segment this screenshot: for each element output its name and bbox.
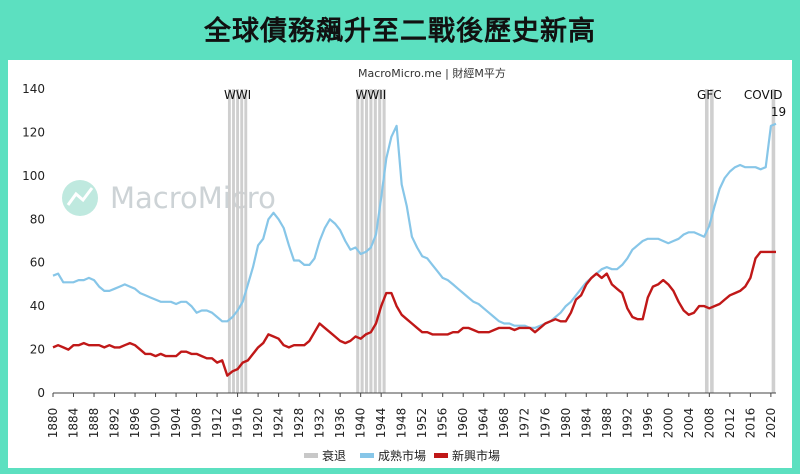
x-tick-label: 1900 (149, 408, 163, 439)
band-label-wwii: WWII (356, 88, 387, 102)
x-tick-label: 1884 (67, 408, 81, 439)
legend: 衰退 成熟市場 新興市場 (304, 448, 500, 463)
x-tick-label: 1944 (374, 408, 388, 439)
y-tick-label: 20 (30, 343, 45, 357)
recession-stripe (710, 89, 714, 393)
y-axis: 0 20 40 60 80 100 120 140 (22, 82, 776, 400)
x-tick-label: 1912 (210, 408, 224, 439)
x-axis: 1880 1884 1888 1892 1896 1900 1904 1908 1912 1916… (46, 393, 778, 438)
x-tick-label: 1980 (559, 408, 573, 439)
chart-title: 全球債務飆升至二戰後歷史新高 (204, 15, 596, 47)
x-tick-label: 1988 (600, 408, 614, 439)
series-line-emerging (52, 250, 776, 377)
watermark: MacroMicro (62, 180, 276, 216)
x-tick-label: 1916 (231, 408, 245, 439)
recession-stripe (382, 89, 386, 393)
x-tick-label: 1888 (87, 408, 101, 439)
x-tick-label: 1936 (333, 408, 347, 439)
recession-stripe (364, 89, 369, 393)
x-tick-label: 1976 (538, 408, 552, 439)
legend-swatch-emerging (434, 453, 448, 458)
recession-stripe (356, 89, 360, 393)
x-tick-label: 1904 (169, 408, 183, 439)
x-tick-label: 2020 (764, 408, 778, 439)
recession-stripe (373, 89, 377, 393)
recession-stripe (369, 89, 373, 393)
x-tick-label: 1908 (190, 408, 204, 439)
x-tick-label: 1932 (313, 408, 327, 439)
recession-stripe (704, 89, 709, 393)
y-tick-label: 0 (37, 386, 45, 400)
series-lines (52, 122, 777, 377)
recession-band-2 (704, 89, 714, 393)
recession-stripe (227, 89, 231, 393)
y-tick-label: 60 (30, 256, 45, 270)
x-tick-label: 2012 (723, 408, 737, 439)
recession-stripe (244, 89, 248, 393)
recession-stripe (240, 89, 244, 393)
x-tick-label: 2004 (682, 408, 696, 439)
recession-stripe (232, 89, 235, 393)
watermark-logo-mark (66, 187, 94, 206)
source-caption: MacroMicro.me | 財經M平方 (358, 66, 506, 80)
band-label-wwi: WWI (224, 88, 251, 102)
legend-swatch-developed (360, 453, 374, 458)
recession-stripe (236, 89, 240, 393)
legend-label-recession: 衰退 (322, 448, 346, 463)
x-tick-label: 1880 (46, 408, 60, 439)
y-tick-label: 40 (30, 299, 45, 313)
recession-bands (227, 89, 776, 393)
x-tick-label: 1940 (354, 408, 368, 439)
x-tick-label: 1920 (251, 408, 265, 439)
recession-band-0 (227, 89, 248, 393)
x-tick-label: 1956 (436, 408, 450, 439)
x-tick-label: 1996 (641, 408, 655, 439)
x-tick-label: 1972 (518, 408, 532, 439)
recession-band-1 (356, 89, 386, 393)
recession-stripe (378, 89, 382, 393)
x-tick-label: 1952 (415, 408, 429, 439)
x-tick-label: 1968 (497, 408, 511, 439)
x-tick-label: 1948 (395, 408, 409, 439)
x-tick-label: 2000 (661, 408, 675, 439)
x-tick-label: 1924 (272, 408, 286, 439)
y-tick-label: 120 (22, 125, 45, 139)
recession-stripe (360, 89, 364, 393)
watermark-text: MacroMicro (110, 181, 276, 215)
band-label-gfc: GFC (697, 88, 722, 102)
x-tick-label: 1984 (579, 408, 593, 439)
band-label-covid-19: 19 (771, 105, 786, 119)
y-tick-label: 140 (22, 82, 45, 96)
legend-label-developed: 成熟市場 (378, 448, 426, 463)
series-line-developed (52, 122, 777, 329)
x-tick-label: 1964 (477, 408, 491, 439)
legend-swatch-recession (304, 453, 318, 458)
x-tick-label: 1992 (620, 408, 634, 439)
chart-svg: MacroMicro MacroMicro.me | 財經M平方 0 20 40 60… (22, 66, 786, 463)
y-tick-label: 80 (30, 212, 45, 226)
x-tick-label: 2008 (702, 408, 716, 439)
legend-label-emerging: 新興市場 (452, 448, 500, 463)
band-label-covid: COVID (744, 88, 783, 102)
chart-panel: MacroMicro MacroMicro.me | 財經M平方 0 20 40 60… (8, 60, 792, 468)
x-tick-label: 1960 (456, 408, 470, 439)
recession-stripe (771, 89, 776, 393)
y-tick-label: 100 (22, 169, 45, 183)
recession-band-3 (771, 89, 776, 393)
x-tick-label: 1928 (292, 408, 306, 439)
x-tick-label: 2016 (743, 408, 757, 439)
x-tick-label: 1896 (128, 408, 142, 439)
x-tick-label: 1892 (108, 408, 122, 439)
